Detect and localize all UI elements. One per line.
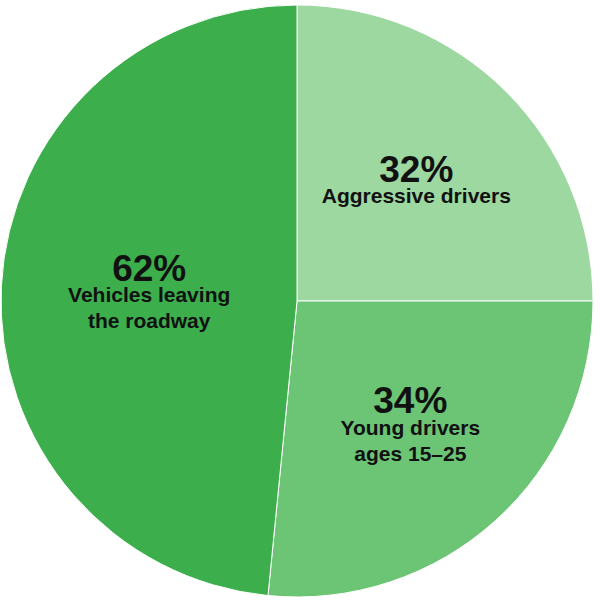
label-line: the roadway [88,309,211,332]
label-line: Aggressive drivers [322,184,511,207]
label-line: ages 15–25 [354,442,466,465]
label-line: Young drivers [340,416,480,439]
labels: 32%Aggressive drivers34%Young driversage… [68,149,511,465]
pie-slice [268,301,593,597]
pie-chart: 32%Aggressive drivers34%Young driversage… [0,0,600,602]
chart-container: 32%Aggressive drivers34%Young driversage… [0,0,600,602]
pie-slice [1,5,297,596]
slices [1,5,593,597]
slice-category-label: Vehicles leaving the roadway [68,283,230,332]
slice-category-label: Young drivers ages 15–25 [340,416,480,465]
slice-category-label: Aggressive drivers [322,184,511,207]
pie-slice [297,5,593,301]
label-line: Vehicles leaving [68,283,230,306]
